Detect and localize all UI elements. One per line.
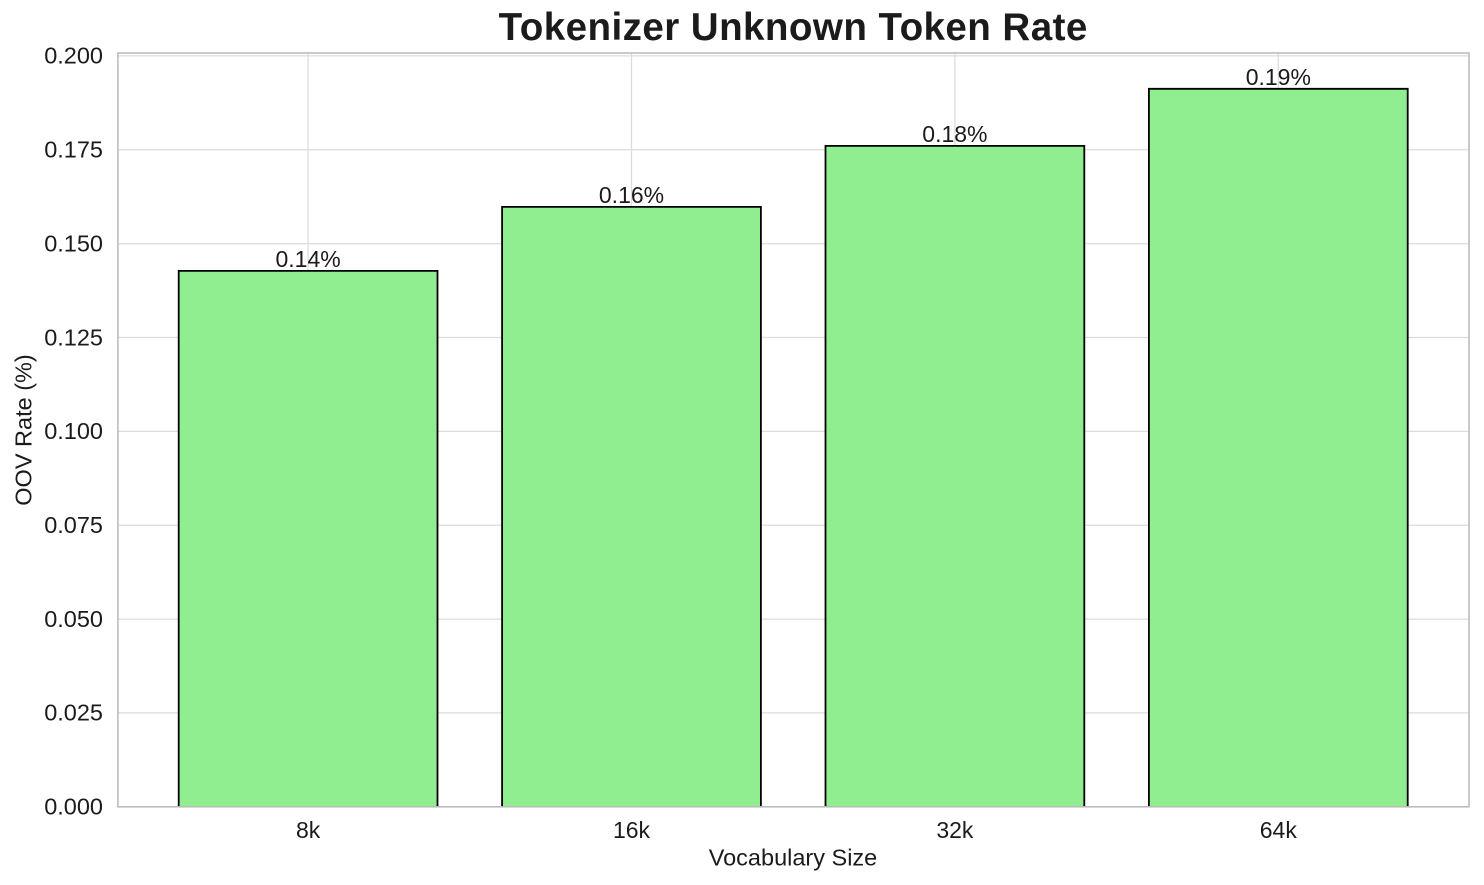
svg-text:0.150: 0.150 (44, 231, 103, 257)
svg-text:Tokenizer Unknown Token Rate: Tokenizer Unknown Token Rate (499, 6, 1088, 49)
svg-text:16k: 16k (613, 817, 651, 843)
svg-text:0.050: 0.050 (44, 606, 103, 632)
svg-text:Vocabulary Size: Vocabulary Size (709, 845, 878, 871)
svg-text:32k: 32k (936, 817, 974, 843)
svg-text:0.075: 0.075 (44, 512, 103, 538)
svg-text:8k: 8k (296, 817, 321, 843)
svg-text:0.100: 0.100 (44, 418, 103, 444)
svg-text:0.025: 0.025 (44, 700, 103, 726)
svg-text:0.000: 0.000 (44, 794, 103, 820)
svg-text:0.18%: 0.18% (922, 121, 987, 147)
svg-text:0.175: 0.175 (44, 137, 103, 163)
svg-text:0.19%: 0.19% (1246, 64, 1311, 90)
svg-text:0.16%: 0.16% (599, 182, 664, 208)
svg-text:0.200: 0.200 (44, 43, 103, 69)
svg-text:64k: 64k (1260, 817, 1298, 843)
svg-text:0.14%: 0.14% (275, 246, 340, 272)
svg-text:0.125: 0.125 (44, 324, 103, 350)
svg-text:OOV Rate (%): OOV Rate (%) (11, 354, 37, 505)
